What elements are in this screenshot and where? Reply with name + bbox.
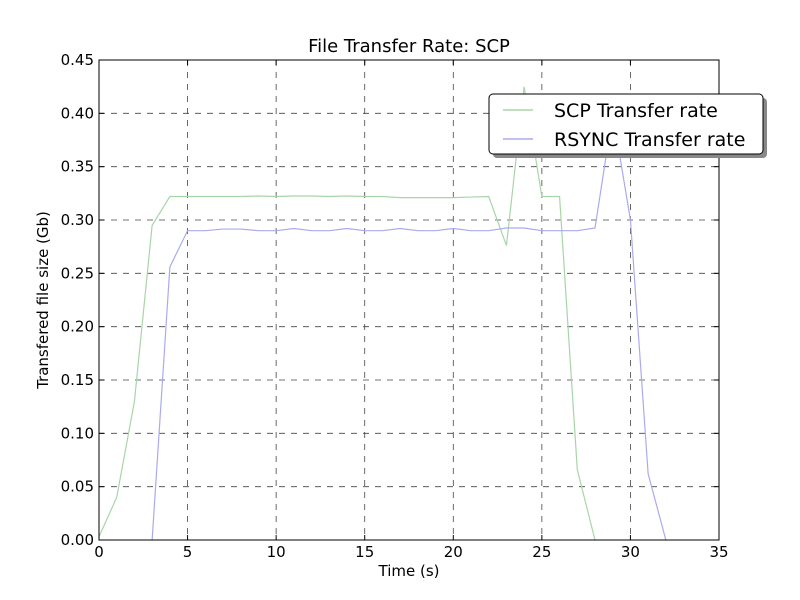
y-tick-label: 0.10 [61, 424, 94, 442]
legend-label: SCP Transfer rate [554, 100, 718, 122]
x-tick-label: 10 [267, 543, 286, 561]
ticks: 0 5 10 15 20 25 30 35 0.00 0.05 0.10 0.15 0.20 0.25 0.… [61, 51, 729, 561]
plot-frame [98, 59, 720, 541]
y-tick-label: 0.25 [61, 264, 94, 282]
y-tick-label: 0.40 [61, 104, 94, 122]
x-axis-label: Time (s) [378, 562, 440, 580]
legend-box [488, 93, 764, 155]
y-tick-label: 0.45 [61, 51, 94, 69]
legend-label: RSYNC Transfer rate [554, 129, 745, 151]
y-tick-label: 0.00 [61, 531, 94, 549]
y-axis-label: Transfered file size (Gb) [34, 211, 52, 390]
x-tick-label: 20 [444, 543, 463, 561]
legend: SCP Transfer rate RSYNC Transfer rate [488, 93, 767, 158]
series-line-rsync [151, 113, 667, 540]
y-tick-label: 0.30 [61, 211, 94, 229]
x-tick-label: 30 [621, 543, 640, 561]
x-tick-label: 5 [183, 543, 193, 561]
x-tick-label: 0 [94, 543, 104, 561]
y-tick-label: 0.05 [61, 478, 94, 496]
series-layer [99, 86, 667, 540]
x-tick-label: 25 [532, 543, 551, 561]
y-tick-label: 0.20 [61, 318, 94, 336]
x-tick-label: 15 [355, 543, 374, 561]
y-tick-label: 0.35 [61, 158, 94, 176]
series-line-scp [99, 86, 596, 540]
chart-title: File Transfer Rate: SCP [308, 36, 510, 57]
x-tick-label: 35 [709, 543, 728, 561]
y-tick-label: 0.15 [61, 371, 94, 389]
